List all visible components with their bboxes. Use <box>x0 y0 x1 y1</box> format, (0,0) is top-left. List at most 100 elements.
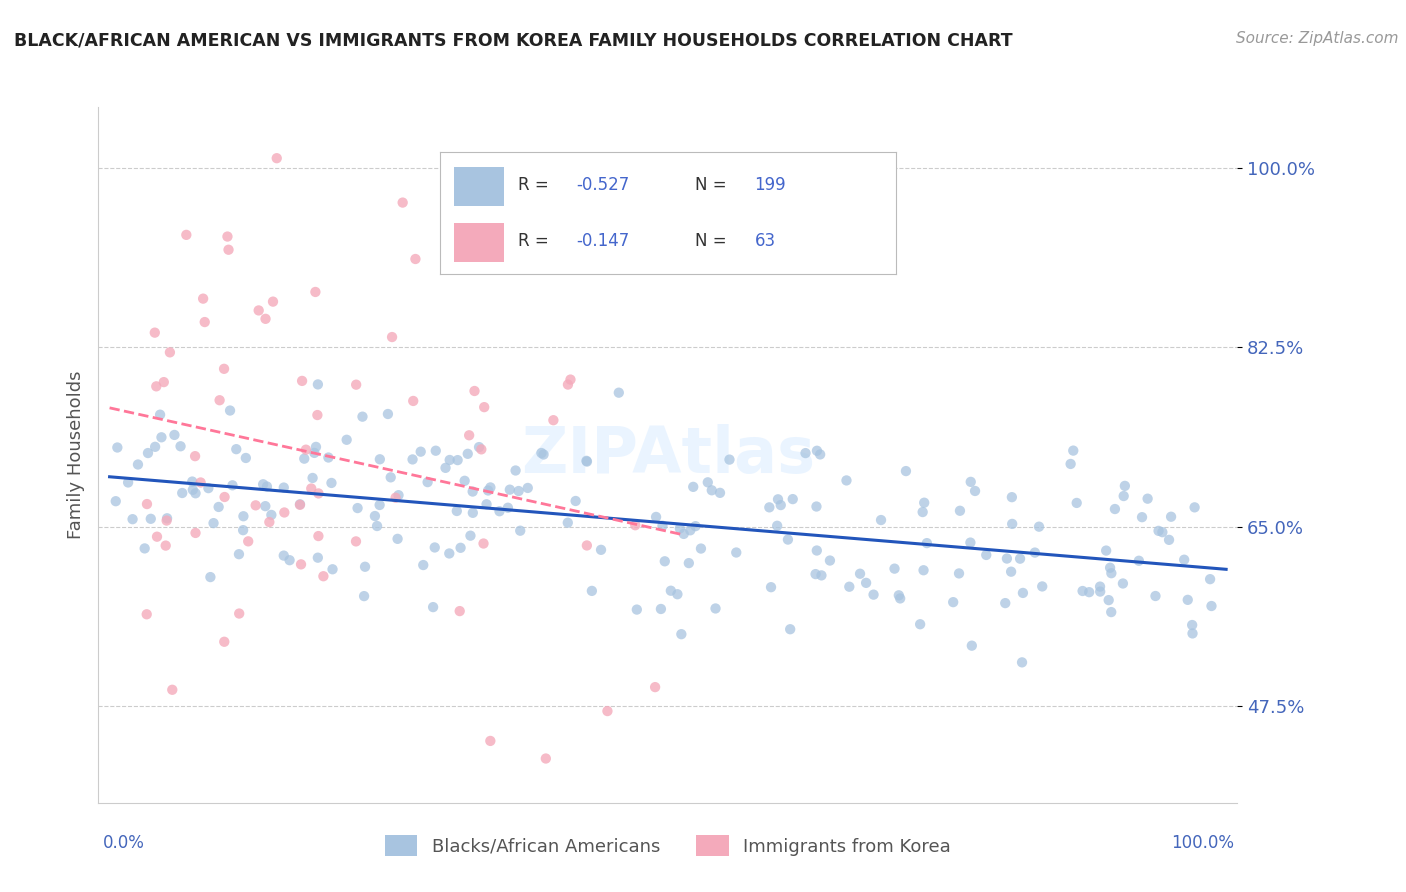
Point <box>416 475 439 489</box>
Point <box>159 345 181 359</box>
Point <box>409 444 432 458</box>
Point <box>650 602 672 616</box>
Point <box>104 494 127 508</box>
Point <box>232 509 254 524</box>
Point <box>915 536 938 550</box>
Point <box>530 446 553 460</box>
Point <box>534 751 557 765</box>
Point <box>949 504 972 518</box>
Point <box>446 453 468 467</box>
Point <box>709 486 731 500</box>
Point <box>769 498 792 512</box>
Point <box>235 450 257 465</box>
Point <box>960 639 983 653</box>
Point <box>994 596 1017 610</box>
Point <box>307 550 329 565</box>
Text: -0.527: -0.527 <box>576 176 630 194</box>
Point <box>105 441 128 455</box>
Point <box>422 600 444 615</box>
Point <box>1078 585 1101 599</box>
Point <box>135 607 157 622</box>
Point <box>260 508 283 522</box>
Point <box>1028 519 1050 533</box>
Point <box>273 481 295 495</box>
Point <box>156 511 179 525</box>
Point <box>308 486 330 500</box>
Point <box>200 570 222 584</box>
Point <box>1130 510 1153 524</box>
Point <box>889 591 911 606</box>
Point <box>380 470 402 484</box>
Point <box>607 385 630 400</box>
Point <box>290 558 312 572</box>
Point <box>959 475 981 489</box>
Point <box>963 483 986 498</box>
Point <box>305 440 328 454</box>
Point <box>184 525 207 540</box>
Point <box>228 607 250 621</box>
Point <box>352 409 374 424</box>
Point <box>312 569 335 583</box>
Point <box>560 373 582 387</box>
Point <box>143 326 166 340</box>
Point <box>214 634 236 648</box>
Point <box>1088 584 1111 599</box>
Point <box>446 504 468 518</box>
Point <box>488 504 510 518</box>
Point <box>470 442 492 457</box>
Point <box>299 482 322 496</box>
Point <box>479 480 502 494</box>
Point <box>391 195 413 210</box>
Point <box>759 580 782 594</box>
Point <box>704 601 727 615</box>
Point <box>948 566 970 581</box>
Point <box>808 447 831 461</box>
Point <box>266 151 288 165</box>
Point <box>146 530 169 544</box>
Point <box>810 568 832 582</box>
Point <box>387 532 409 546</box>
Point <box>218 243 240 257</box>
Point <box>145 379 167 393</box>
Point <box>134 541 156 556</box>
Point <box>516 481 538 495</box>
Point <box>401 452 423 467</box>
Point <box>381 330 404 344</box>
Point <box>575 454 598 468</box>
Point <box>835 474 858 488</box>
Point <box>288 498 311 512</box>
Text: N =: N = <box>695 232 733 250</box>
Point <box>1001 490 1024 504</box>
Point <box>412 558 434 572</box>
Point <box>509 524 531 538</box>
Point <box>804 567 827 582</box>
Point <box>117 475 139 490</box>
Point <box>1031 579 1053 593</box>
Point <box>508 483 530 498</box>
Point <box>354 559 377 574</box>
Point <box>1024 545 1046 559</box>
Text: Source: ZipAtlas.com: Source: ZipAtlas.com <box>1236 31 1399 46</box>
Point <box>1012 586 1035 600</box>
Text: 63: 63 <box>755 232 776 250</box>
Point <box>533 448 555 462</box>
Point <box>238 534 260 549</box>
Point <box>887 588 910 602</box>
Point <box>651 518 673 533</box>
Point <box>181 483 204 497</box>
Point <box>288 497 311 511</box>
Point <box>291 374 314 388</box>
Point <box>232 523 254 537</box>
Point <box>1201 599 1223 613</box>
Point <box>818 553 841 567</box>
Point <box>682 480 704 494</box>
Point <box>779 622 801 636</box>
Point <box>153 375 176 389</box>
FancyBboxPatch shape <box>454 167 503 206</box>
Point <box>959 535 981 549</box>
Point <box>254 499 277 513</box>
Point <box>172 486 194 500</box>
Point <box>304 446 326 460</box>
Point <box>256 479 278 493</box>
Point <box>685 519 707 533</box>
